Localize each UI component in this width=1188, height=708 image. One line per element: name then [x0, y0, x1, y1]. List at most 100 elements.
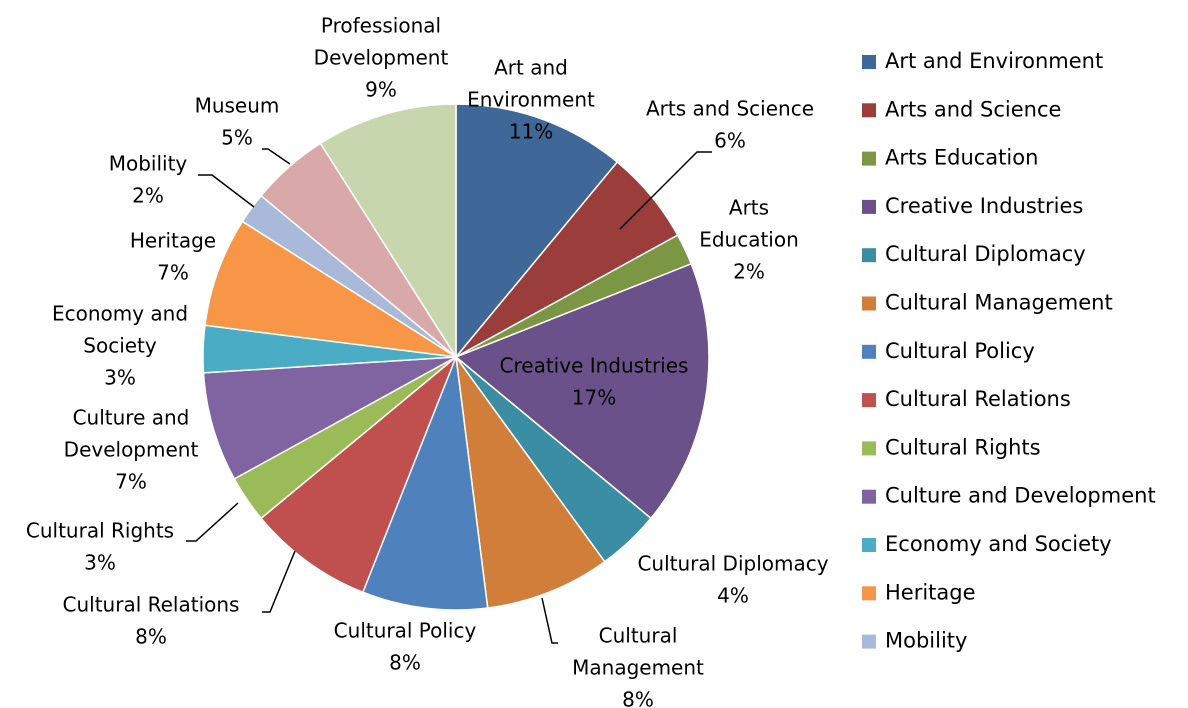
data-label-line: Environment: [467, 88, 595, 112]
legend-item-arts-education: Arts Education: [862, 146, 1038, 170]
data-label-cultural-management: Cultural Management 8%: [572, 624, 704, 708]
legend-label: Culture and Development: [885, 484, 1156, 508]
data-label-creative-industries: Creative Industries 17%: [500, 354, 689, 410]
pie-slice-cultural-relations: [260, 356, 457, 594]
pie-slice-professional-development: [319, 103, 457, 360]
legend-swatch: [862, 344, 876, 359]
data-label-line: Cultural: [599, 624, 678, 648]
legend-label: Cultural Rights: [885, 435, 1041, 459]
legend-item-arts-and-science: Arts and Science: [862, 97, 1061, 121]
pie-slice-culture-and-development: [202, 356, 457, 480]
pie-slice-creative-industries: [454, 262, 710, 520]
leader-line-cultural-management: [541, 597, 558, 644]
data-label-line: 3%: [104, 366, 136, 390]
legend-label: Cultural Diplomacy: [885, 242, 1086, 266]
legend-item-creative-industries: Creative Industries: [862, 194, 1083, 218]
data-label-line: Economy and: [52, 302, 188, 326]
legend-label: Cultural Management: [885, 291, 1113, 315]
pie-slice-cultural-management: [455, 356, 606, 609]
legend-label: Arts Education: [885, 146, 1038, 170]
legend-item-art-and-environment: Art and Environment: [862, 49, 1103, 73]
pie-slices: [202, 103, 710, 611]
data-label-arts-and-science: Arts and Science 6%: [646, 97, 814, 153]
legend-swatch: [862, 248, 876, 263]
data-label-line: 8%: [389, 651, 421, 675]
data-label-line: 11%: [509, 120, 553, 144]
leader-line-museum: [262, 148, 291, 165]
data-label-line: Cultural Policy: [334, 619, 477, 643]
legend-swatch: [862, 103, 876, 118]
legend-swatch: [862, 489, 876, 504]
legend-item-cultural-diplomacy: Cultural Diplomacy: [862, 242, 1086, 266]
data-label-line: 2%: [132, 184, 164, 208]
pie-slice-heritage: [204, 220, 457, 358]
data-label-line: Education: [699, 228, 799, 252]
data-label-cultural-relations: Cultural Relations 8%: [63, 593, 240, 649]
legend-label: Art and Environment: [885, 49, 1103, 73]
data-label-line: Heritage: [130, 229, 216, 253]
legend-swatch: [862, 586, 876, 601]
data-label-cultural-rights: Cultural Rights 3%: [26, 519, 174, 575]
data-label-cultural-diplomacy: Cultural Diplomacy 4%: [637, 552, 828, 608]
data-label-line: 8%: [622, 688, 654, 708]
data-label-line: 4%: [717, 584, 749, 608]
legend-label: Creative Industries: [885, 194, 1083, 218]
data-label-heritage: Heritage 7%: [130, 229, 216, 285]
data-label-line: Development: [64, 438, 199, 462]
legend-item-cultural-relations: Cultural Relations: [862, 387, 1071, 411]
data-label-line: 7%: [157, 261, 189, 285]
data-label-line: Creative Industries: [500, 354, 689, 378]
data-label-arts-education: Arts Education 2%: [699, 196, 799, 284]
data-label-line: 8%: [135, 625, 167, 649]
data-label-line: Cultural Rights: [26, 519, 174, 543]
legend-swatch: [862, 296, 876, 311]
leader-line-cultural-relations: [262, 550, 296, 613]
legend-item-heritage: Heritage: [862, 580, 976, 604]
data-label-cultural-policy: Cultural Policy 8%: [334, 619, 477, 675]
legend-label: Mobility: [885, 629, 967, 653]
data-label-culture-and-development: Culture and Development 7%: [64, 406, 199, 494]
legend-swatch: [862, 441, 876, 456]
data-label-line: Arts: [729, 196, 769, 220]
data-label-professional-development: Professional Development 9%: [314, 14, 449, 102]
legend-swatch: [862, 199, 876, 214]
legend-swatch: [862, 538, 876, 552]
leader-line-mobility: [198, 174, 255, 208]
data-label-line: Cultural Relations: [63, 593, 240, 617]
data-label-line: 3%: [84, 551, 116, 575]
legend-swatch: [862, 55, 876, 69]
legend-item-mobility: Mobility: [862, 629, 967, 653]
legend-label: Cultural Relations: [885, 387, 1071, 411]
legend-label: Cultural Policy: [885, 339, 1035, 363]
data-label-line: Society: [83, 334, 157, 358]
legend-label: Arts and Science: [885, 97, 1061, 121]
legend-item-cultural-policy: Cultural Policy: [862, 339, 1035, 363]
legend-label: Economy and Society: [885, 532, 1112, 556]
data-label-line: Management: [572, 656, 704, 680]
data-labels: Art and Environment 11% Arts and Science 6% A…: [26, 14, 829, 708]
leader-line-cultural-rights: [186, 502, 239, 542]
data-label-line: Mobility: [109, 152, 188, 176]
data-label-line: 17%: [572, 386, 616, 410]
legend-item-economy-and-society: Economy and Society: [862, 532, 1112, 556]
data-label-line: 2%: [733, 260, 765, 284]
data-label-line: Art and: [494, 56, 568, 80]
legend-item-cultural-rights: Cultural Rights: [862, 435, 1041, 459]
pie-slice-cultural-policy: [361, 356, 489, 611]
leader-line-arts-and-science: [619, 151, 712, 230]
data-label-line: Development: [314, 46, 449, 70]
data-label-line: Culture and: [73, 406, 190, 430]
data-label-line: 5%: [221, 126, 253, 150]
data-label-line: 9%: [365, 78, 397, 102]
legend-label: Heritage: [885, 580, 976, 604]
data-label-mobility: Mobility 2%: [109, 152, 188, 208]
legend: Art and Environment Arts and Science Arts …: [862, 49, 1156, 653]
data-label-museum: Museum 5%: [195, 94, 280, 150]
legend-item-cultural-management: Cultural Management: [862, 291, 1113, 315]
pie-slice-art-and-environment: [455, 103, 619, 360]
leader-lines: [186, 148, 712, 644]
legend-swatch: [862, 151, 876, 166]
data-label-line: 7%: [115, 470, 147, 494]
data-label-art-and-environment: Art and Environment 11%: [467, 56, 595, 144]
